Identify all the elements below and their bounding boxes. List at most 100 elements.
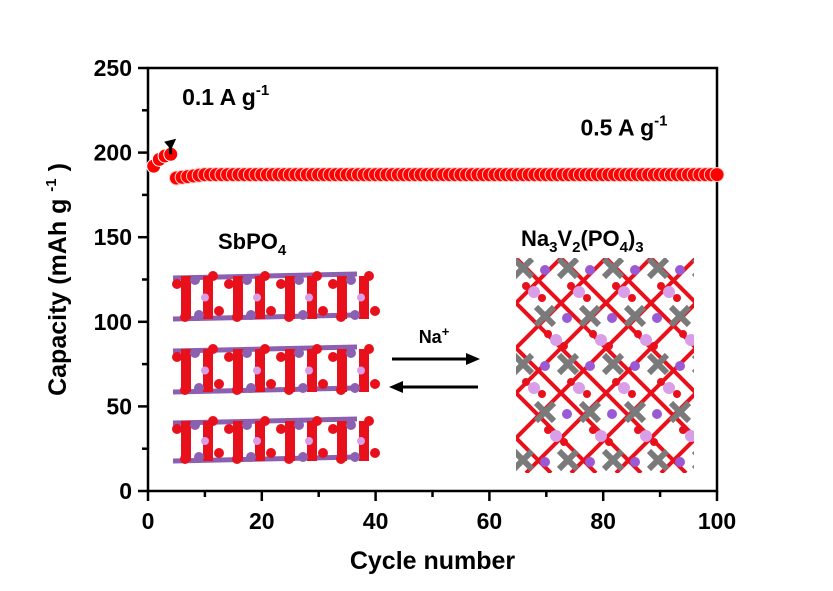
na-atom (697, 409, 707, 419)
reverse-arrow-head (389, 381, 403, 393)
o-atom (318, 306, 328, 316)
o-atom (328, 352, 338, 362)
na-atom (540, 361, 550, 371)
sb-atom (246, 383, 256, 393)
o-atom (284, 385, 294, 395)
v-atom (533, 304, 557, 328)
o-atom (679, 330, 687, 338)
na-plus-label: Na+ (419, 324, 450, 347)
o-atom (605, 342, 613, 350)
o-atom (328, 424, 338, 434)
p-atom (253, 437, 261, 445)
o-atom (560, 438, 568, 446)
o-atom (679, 426, 687, 434)
oxygen-column (181, 349, 191, 392)
sb-atom (350, 452, 360, 462)
na-atom (675, 361, 685, 371)
o-atom (208, 344, 218, 354)
high-rate-label: 0.5 A g-1 (580, 113, 667, 141)
o-atom (232, 385, 242, 395)
bond (786, 258, 833, 473)
sb-atom (350, 310, 360, 320)
o-atom (628, 294, 636, 302)
sbpo4-structure (172, 271, 380, 464)
o-atom (276, 352, 286, 362)
p-atom (573, 478, 585, 490)
x-tick-label: 80 (590, 508, 616, 534)
p-atom (201, 293, 209, 302)
o-atom (538, 390, 546, 398)
o-atom (266, 448, 276, 458)
oxygen-column (285, 421, 295, 461)
o-atom (276, 424, 286, 434)
na-atom (562, 409, 572, 419)
oxygen-column (233, 349, 243, 392)
o-atom (724, 426, 732, 434)
o-atom (284, 454, 294, 464)
o-atom (567, 282, 575, 290)
o-atom (583, 390, 591, 398)
p-atom (305, 293, 313, 302)
o-atom (318, 379, 328, 389)
o-atom (232, 454, 242, 464)
oxygen-column (181, 276, 191, 319)
x-tick-label: 100 (698, 508, 736, 534)
o-atom (224, 352, 234, 362)
o-atom (328, 279, 338, 289)
o-atom (276, 279, 286, 289)
p-atom (618, 478, 630, 490)
bond (559, 258, 694, 394)
o-atom (544, 330, 552, 338)
na-atom (607, 409, 617, 419)
v-atom (623, 304, 647, 328)
oxygen-column (233, 421, 243, 461)
y-axis-title: Capacity (mAh g -1 ) (43, 163, 72, 396)
nvp-framework (516, 258, 833, 490)
sb-atom (246, 310, 256, 320)
v-atom (601, 448, 625, 472)
o-atom (702, 474, 710, 482)
o-atom (208, 271, 218, 281)
p-atom (528, 382, 540, 394)
o-atom (522, 474, 530, 482)
nvp-structure (516, 258, 833, 490)
o-atom (567, 474, 575, 482)
o-atom (336, 454, 346, 464)
sb-atom (194, 452, 204, 462)
na-atom (540, 457, 550, 467)
na-atom (585, 361, 595, 371)
data-points (146, 146, 725, 186)
na-atom (742, 313, 752, 323)
na-atom (585, 265, 595, 275)
o-atom (522, 378, 530, 386)
o-atom (172, 279, 182, 289)
o-atom (370, 306, 380, 316)
o-atom (695, 438, 703, 446)
p-atom (730, 430, 742, 442)
na-atom (720, 265, 730, 275)
x-tick-label: 20 (249, 508, 275, 534)
na-atom (742, 409, 752, 419)
o-atom (172, 352, 182, 362)
o-atom (214, 448, 224, 458)
p-atom (663, 382, 675, 394)
o-atom (266, 379, 276, 389)
axes: 0 20 40 60 80 100 0 50 100 150 200 250 Cycle number C… (43, 55, 736, 575)
sb-atom (346, 348, 356, 358)
p-atom (253, 366, 261, 375)
p-atom (357, 437, 365, 445)
sb-atom (294, 420, 304, 430)
p-atom (663, 478, 675, 490)
p-atom (640, 334, 652, 346)
na-atom (720, 361, 730, 371)
o-atom (673, 390, 681, 398)
o-atom (695, 342, 703, 350)
oxygen-column (285, 349, 295, 392)
o-atom (172, 424, 182, 434)
sb-atom (190, 420, 200, 430)
o-atom (628, 390, 636, 398)
sbpo4-layer (172, 344, 380, 395)
o-atom (657, 378, 665, 386)
v-atom (556, 258, 580, 280)
